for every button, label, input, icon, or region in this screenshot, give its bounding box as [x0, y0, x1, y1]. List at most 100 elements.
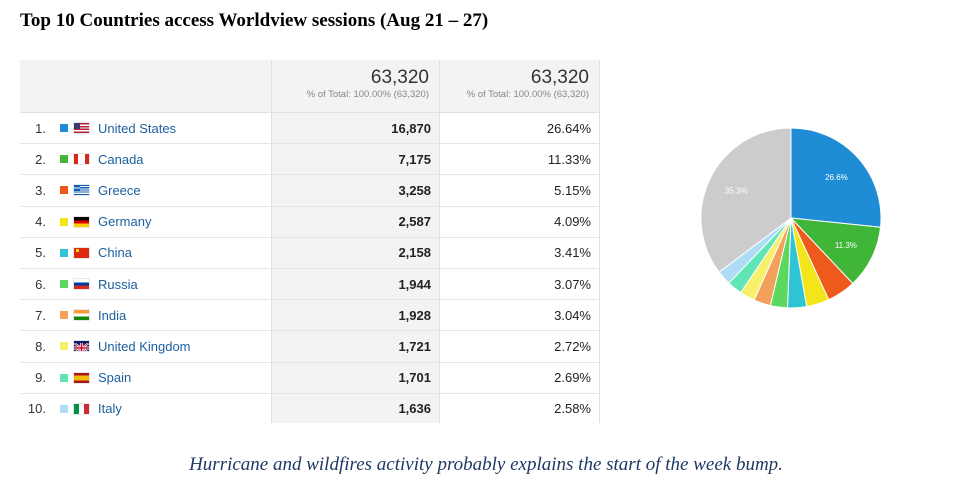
sessions-total-percent: % of Total: 100.00% (63,320) [306, 89, 429, 100]
gr-flag-canton [74, 185, 80, 191]
pie-slice-united-states[interactable] [790, 127, 882, 228]
pie-chart: 26.6% 11.3% 35.3% [700, 127, 882, 309]
row-rank: 8. [35, 338, 46, 354]
pie-slice-other[interactable] [700, 127, 792, 273]
series-color-swatch [60, 186, 68, 195]
pie-label: 26.6% [825, 173, 848, 182]
sessions-cell: 3,258 [272, 175, 440, 206]
share-cell: 5.15% [440, 175, 600, 206]
country-link[interactable]: Germany [98, 214, 152, 230]
country-link[interactable]: Italy [98, 401, 122, 417]
country-link[interactable]: Spain [98, 370, 132, 386]
sessions-cell: 1,944 [272, 268, 440, 300]
report-table: 63,320 % of Total: 100.00% (63,320) 63,3… [20, 60, 600, 423]
share-cell: 11.33% [440, 144, 600, 175]
country-link[interactable]: Canada [98, 151, 144, 167]
gb-flag-svg [74, 342, 89, 352]
country-cell: 3. Greece [20, 175, 272, 206]
share-total-percent: % of Total: 100.00% (63,320) [466, 89, 589, 100]
series-color-swatch [60, 248, 68, 257]
country-link[interactable]: Russia [98, 276, 138, 292]
sessions-cell: 2,587 [272, 206, 440, 237]
row-rank: 4. [35, 214, 46, 230]
cn-flag-star [76, 249, 79, 253]
cn-flag-icon [74, 247, 89, 258]
sessions-total-value: 63,320 [370, 67, 429, 88]
sessions-cell: 2,158 [272, 237, 440, 268]
table-row: 3. Greece 3,258 5.15% [20, 175, 600, 207]
row-rank: 5. [35, 245, 46, 261]
series-color-swatch [60, 311, 68, 320]
table-row: 2. Canada 7,175 11.33% [20, 144, 600, 176]
share-cell: 2.69% [440, 362, 600, 393]
series-color-swatch [60, 342, 68, 351]
table-row: 5. China 2,158 3.41% [20, 237, 600, 269]
share-cell: 2.58% [440, 393, 600, 423]
country-cell: 10. Italy [20, 393, 272, 423]
sessions-cell: 16,870 [272, 113, 440, 144]
es-flag-icon [74, 372, 89, 383]
page-title: Top 10 Countries access Worldview sessio… [20, 10, 489, 31]
table-header-row: 63,320 % of Total: 100.00% (63,320) 63,3… [20, 60, 600, 113]
country-cell: 9. Spain [20, 362, 272, 393]
table-row: 6. Russia 1,944 3.07% [20, 268, 600, 301]
series-color-swatch [60, 280, 68, 289]
gr-flag-icon [74, 185, 89, 196]
row-rank: 10. [27, 401, 46, 417]
pie-label: 11.3% [835, 241, 857, 250]
ca-flag-icon [74, 154, 89, 165]
sessions-cell: 1,636 [272, 393, 440, 423]
pie-label: 35.3% [725, 187, 748, 196]
row-rank: 2. [35, 151, 46, 167]
share-total-value: 63,320 [530, 67, 589, 88]
country-cell: 2. Canada [20, 144, 272, 175]
table-row: 7. India 1,928 3.04% [20, 300, 600, 332]
pie-chart-svg: 26.6% 11.3% 35.3% [700, 127, 882, 309]
country-cell: 5. China [20, 237, 272, 268]
row-rank: 9. [35, 370, 46, 386]
in-flag-icon [74, 310, 89, 321]
country-cell: 4. Germany [20, 206, 272, 237]
country-cell: 6. Russia [20, 268, 272, 300]
table-row: 8. United Kingdom 1,721 2.72% [20, 331, 600, 363]
country-cell: 8. United Kingdom [20, 331, 272, 362]
pie-slice-canada[interactable] [789, 217, 882, 285]
sessions-cell: 1,928 [272, 300, 440, 331]
gb-flag-icon [74, 341, 89, 352]
country-cell: 7. India [20, 300, 272, 331]
it-flag-icon [74, 403, 89, 414]
us-flag-canton [74, 123, 80, 129]
country-link[interactable]: United States [98, 120, 177, 136]
us-flag-icon [74, 123, 89, 134]
share-cell: 4.09% [440, 206, 600, 237]
ru-flag-icon [74, 279, 89, 290]
share-cell: 3.41% [440, 237, 600, 268]
row-rank: 7. [35, 307, 46, 323]
series-color-swatch [60, 155, 68, 164]
table-row: 10. Italy 1,636 2.58% [20, 393, 600, 423]
table-row: 4. Germany 2,587 4.09% [20, 206, 600, 238]
series-color-swatch [60, 124, 68, 133]
series-color-swatch [60, 217, 68, 226]
sessions-cell: 1,701 [272, 362, 440, 393]
share-cell: 3.04% [440, 300, 600, 331]
share-cell: 26.64% [440, 113, 600, 144]
dimension-header-cell [20, 60, 272, 112]
country-link[interactable]: Greece [98, 182, 141, 198]
country-link[interactable]: India [98, 307, 127, 323]
series-color-swatch [60, 404, 68, 413]
de-flag-icon [74, 216, 89, 227]
row-rank: 1. [35, 120, 46, 136]
series-color-swatch [60, 373, 68, 382]
table-row: 9. Spain 1,701 2.69% [20, 362, 600, 394]
share-cell: 2.72% [440, 331, 600, 362]
sessions-total-cell: 63,320 % of Total: 100.00% (63,320) [272, 60, 440, 112]
country-link[interactable]: China [98, 245, 132, 261]
table-row: 1. United States 16,870 26.64% [20, 113, 600, 145]
table-body: 1. United States 16,870 26.64% 2. Canada 7,175… [20, 113, 600, 423]
country-link[interactable]: United Kingdom [98, 338, 191, 354]
row-rank: 6. [35, 276, 46, 292]
share-total-cell: 63,320 % of Total: 100.00% (63,320) [440, 60, 600, 112]
caption: Hurricane and wildfires activity probabl… [189, 454, 783, 475]
sessions-cell: 1,721 [272, 331, 440, 362]
